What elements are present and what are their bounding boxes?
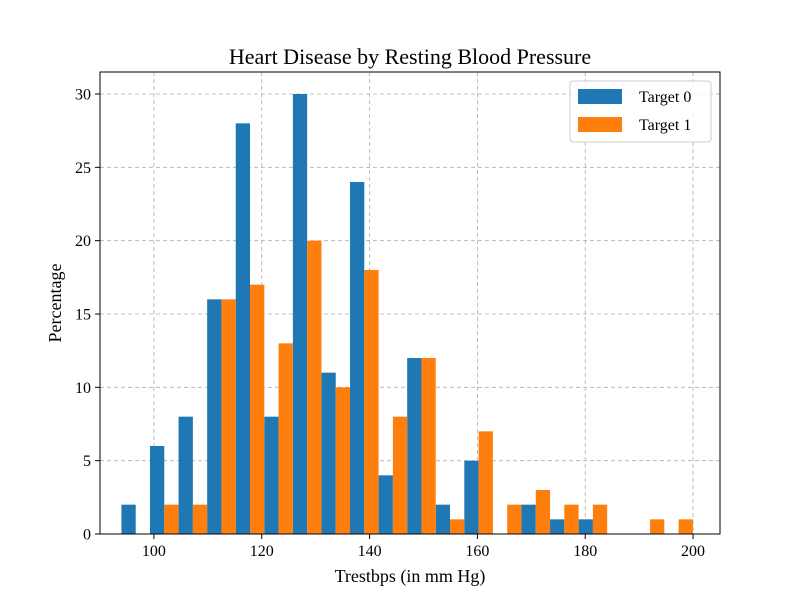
plot-frame [99, 71, 721, 535]
y-axis-ticks: 0 5 10 15 20 25 30 [75, 87, 100, 544]
x-tick-label: 160 [465, 543, 489, 560]
x-axis-ticks: 100 120 140 160 180 200 [142, 534, 705, 560]
bar-series-2 [478, 431, 493, 534]
x-tick-label: 180 [573, 543, 597, 560]
y-axis-label: Percentage [45, 264, 65, 343]
bar-series-1 [178, 416, 193, 534]
chart-title: Heart Disease by Resting Blood Pressure [229, 44, 591, 69]
x-tick-label: 120 [250, 543, 274, 560]
legend: Target 0 Target 1 [569, 80, 712, 143]
x-tick-label: 140 [358, 543, 382, 560]
bar-series-1 [578, 519, 593, 534]
y-tick-label: 20 [75, 233, 91, 250]
bar-series-1 [321, 372, 336, 534]
bar-series-1 [350, 182, 365, 534]
y-tick-label: 15 [75, 307, 91, 324]
bar-series-1 [207, 299, 222, 534]
bar-series-2 [278, 343, 293, 534]
bar-series-2 [592, 504, 608, 534]
x-tick-label: 100 [142, 543, 166, 560]
x-axis-label: Trestbps (in mm Hg) [335, 566, 486, 587]
bar-series-1 [464, 460, 479, 534]
bar-series-1 [521, 504, 536, 534]
bar-series-2 [192, 504, 208, 534]
bar-series-1 [235, 123, 251, 534]
bar-series-1 [150, 446, 165, 534]
bar-series-1 [292, 94, 308, 534]
bar-series-1 [407, 358, 422, 534]
bar-series-2 [421, 358, 436, 534]
bar-series-2 [392, 416, 408, 534]
y-tick-label: 30 [75, 87, 91, 104]
y-tick-label: 10 [75, 380, 91, 397]
bar-series-2 [535, 490, 551, 534]
bar-series-1 [264, 416, 279, 534]
bar-series-2 [450, 519, 465, 534]
bar-series-1 [121, 504, 136, 534]
bar-series-2 [364, 270, 379, 534]
bar-series-1 [550, 519, 565, 534]
bar-series-1 [435, 504, 451, 534]
bar-series-2 [564, 504, 579, 534]
bar-series-1 [378, 475, 393, 534]
bar-series-2 [164, 504, 179, 534]
y-tick-label: 0 [83, 527, 91, 544]
y-tick-label: 5 [83, 453, 91, 470]
bars [121, 94, 693, 534]
legend-label-2: Target 1 [639, 117, 691, 134]
bar-series-2 [250, 284, 265, 534]
legend-swatch-2 [578, 117, 622, 132]
legend-swatch-1 [578, 89, 622, 104]
x-tick-label: 200 [681, 543, 705, 560]
bar-series-2 [678, 519, 693, 534]
bar-series-2 [335, 387, 351, 534]
bar-series-2 [507, 504, 522, 534]
bar-series-2 [650, 519, 665, 534]
y-tick-label: 25 [75, 160, 91, 177]
bar-series-2 [307, 240, 322, 534]
bar-series-2 [221, 299, 236, 534]
legend-label-1: Target 0 [639, 89, 691, 106]
